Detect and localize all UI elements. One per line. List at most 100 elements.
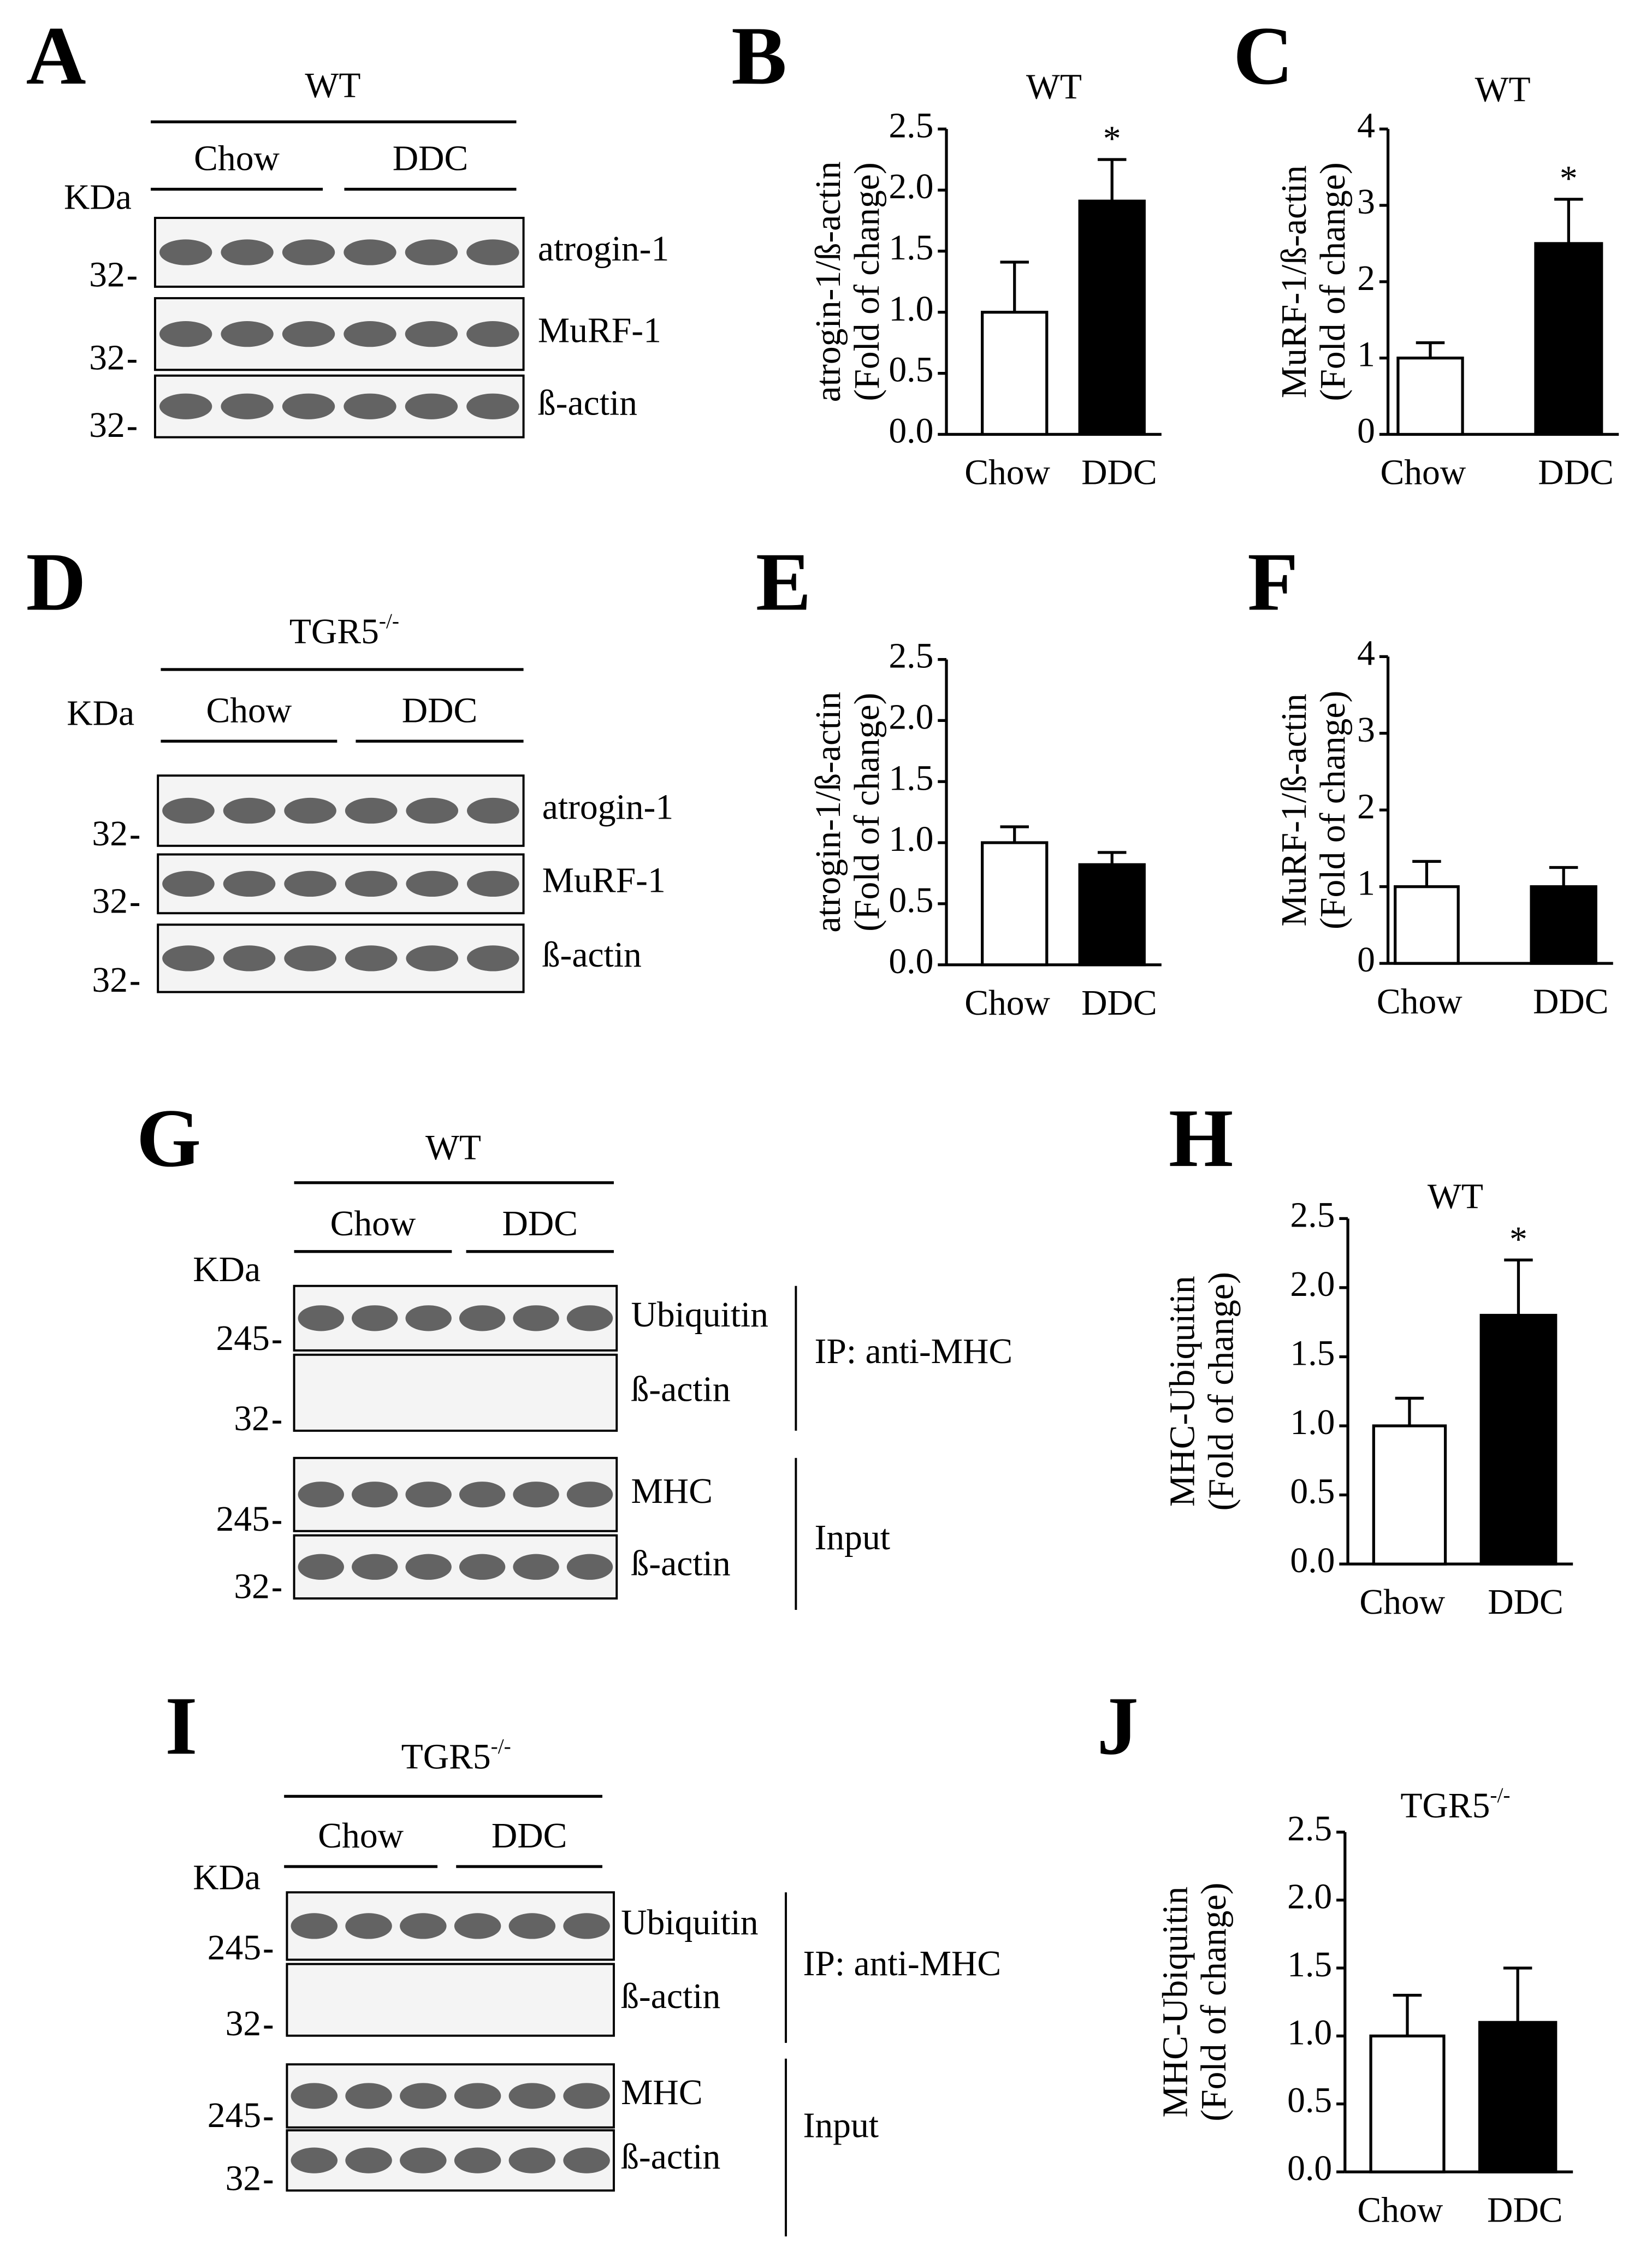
- row-label: MHC: [621, 2073, 702, 2112]
- blot-band: [282, 321, 335, 347]
- y-tick-label: 0.0: [889, 942, 933, 981]
- panel-letter: J: [1097, 1679, 1139, 1772]
- y-tick-label: 2.0: [1290, 1265, 1335, 1304]
- blot-band: [223, 797, 276, 824]
- blot-strip: [157, 853, 525, 915]
- blot-band: [513, 1305, 559, 1331]
- blot-strip: [286, 2129, 615, 2192]
- condition-label: Chow: [194, 139, 280, 179]
- chart-title: TGR5-/-: [1400, 1783, 1510, 1826]
- y-axis-label: (Fold of change): [1313, 162, 1353, 401]
- error-bar: [1393, 1993, 1422, 2036]
- y-tick-label: 1.0: [1290, 1403, 1335, 1442]
- y-tick-label: 1.0: [1287, 2013, 1332, 2052]
- panel-letter: H: [1169, 1092, 1233, 1184]
- blot-band: [162, 870, 215, 897]
- error-bar: [1000, 825, 1029, 843]
- blot-group: WT: [305, 66, 360, 105]
- marker-label: 245: [216, 1319, 270, 1358]
- blot-strip: [293, 1456, 618, 1532]
- row-label: ß-actin: [621, 1977, 720, 2016]
- blot-band: [454, 1913, 501, 1939]
- y-tick-label: 2.5: [889, 106, 933, 145]
- y-tick-label: 0: [1357, 940, 1375, 980]
- row-label: atrogin-1: [542, 788, 674, 827]
- blot-band: [454, 2083, 501, 2109]
- x-tick-label: Chow: [964, 984, 1050, 1023]
- blot-band: [223, 945, 276, 972]
- blot-band: [352, 1305, 398, 1331]
- y-tick-label: 4: [1357, 633, 1375, 673]
- blot-strip: [153, 374, 525, 439]
- x-tick-label: DDC: [1081, 984, 1157, 1023]
- marker-label: 245: [208, 1928, 261, 1968]
- blot-band: [513, 1554, 559, 1580]
- y-tick-label: 2.0: [889, 167, 933, 206]
- blot-band: [345, 945, 398, 972]
- blot-band: [291, 1913, 338, 1939]
- x-tick-label: DDC: [1538, 453, 1614, 493]
- x-tick-label: DDC: [1533, 982, 1609, 1021]
- blot-band: [400, 1913, 447, 1939]
- blot-band: [406, 870, 459, 897]
- blot-band: [298, 1482, 344, 1508]
- blot-band: [282, 239, 335, 265]
- row-label: ß-actin: [621, 2137, 720, 2177]
- panel-letter: D: [26, 536, 86, 628]
- row-label: ß-actin: [631, 1370, 730, 1409]
- y-axis-label: MuRF-1/ß-actin: [1275, 694, 1314, 926]
- blot-strip: [286, 2063, 615, 2129]
- error-bar: [1549, 866, 1578, 887]
- y-tick-label: 2.5: [1287, 1809, 1332, 1849]
- marker-label: 32: [234, 1399, 270, 1438]
- blot-band: [159, 393, 212, 419]
- panel-letter: I: [165, 1679, 197, 1772]
- blot-strip: [153, 297, 525, 371]
- blot-band: [563, 2083, 610, 2109]
- y-tick-label: 1.5: [1290, 1334, 1335, 1373]
- y-tick-label: 0.0: [1287, 2149, 1332, 2188]
- blot-band: [162, 797, 215, 824]
- marker-label: 32: [226, 2159, 262, 2199]
- marker-label: 245: [216, 1500, 270, 1539]
- marker-label: 32: [226, 2004, 262, 2043]
- blot-band: [405, 239, 458, 265]
- blot-band: [466, 797, 519, 824]
- y-axis-label: (Fold of change): [1201, 1272, 1241, 1511]
- blot-group-main: TGR5: [289, 612, 379, 651]
- row-label: MuRF-1: [542, 861, 666, 900]
- x-tick-label: Chow: [964, 453, 1050, 493]
- section-label: Input: [803, 2106, 878, 2145]
- condition-label: Chow: [330, 1204, 416, 1243]
- blot-band: [344, 239, 396, 265]
- blot-strip: [293, 1353, 618, 1432]
- blot-band: [566, 1482, 613, 1508]
- unit-label: KDa: [193, 1250, 260, 1289]
- blot-band: [405, 1305, 452, 1331]
- blot-band: [298, 1554, 344, 1580]
- blot-band: [513, 1482, 559, 1508]
- marker-label: 245: [208, 2096, 261, 2135]
- blot-group-sup: -/-: [491, 1734, 511, 1758]
- error-bar: [1412, 860, 1441, 887]
- blot-band: [221, 321, 274, 347]
- y-tick-label: 4: [1357, 106, 1375, 145]
- blot-band: [405, 393, 458, 419]
- panel-letter: F: [1247, 536, 1298, 628]
- y-tick-label: 2: [1357, 787, 1375, 826]
- y-tick-label: 0.0: [1290, 1541, 1335, 1580]
- blot-band: [508, 2083, 556, 2109]
- marker-label: 32: [92, 882, 128, 921]
- blot-band: [508, 2147, 556, 2173]
- bar: [981, 841, 1049, 967]
- y-tick-label: 0.5: [1287, 2081, 1332, 2120]
- significance: *: [1509, 1220, 1527, 1259]
- blot-band: [221, 239, 274, 265]
- chart-title: WT: [1475, 70, 1531, 110]
- x-tick-label: DDC: [1488, 1583, 1564, 1622]
- bar: [1369, 2034, 1446, 2173]
- row-label: MHC: [631, 1472, 712, 1511]
- blot-band: [282, 393, 335, 419]
- section-label: Input: [814, 1518, 890, 1557]
- bar: [1530, 885, 1597, 965]
